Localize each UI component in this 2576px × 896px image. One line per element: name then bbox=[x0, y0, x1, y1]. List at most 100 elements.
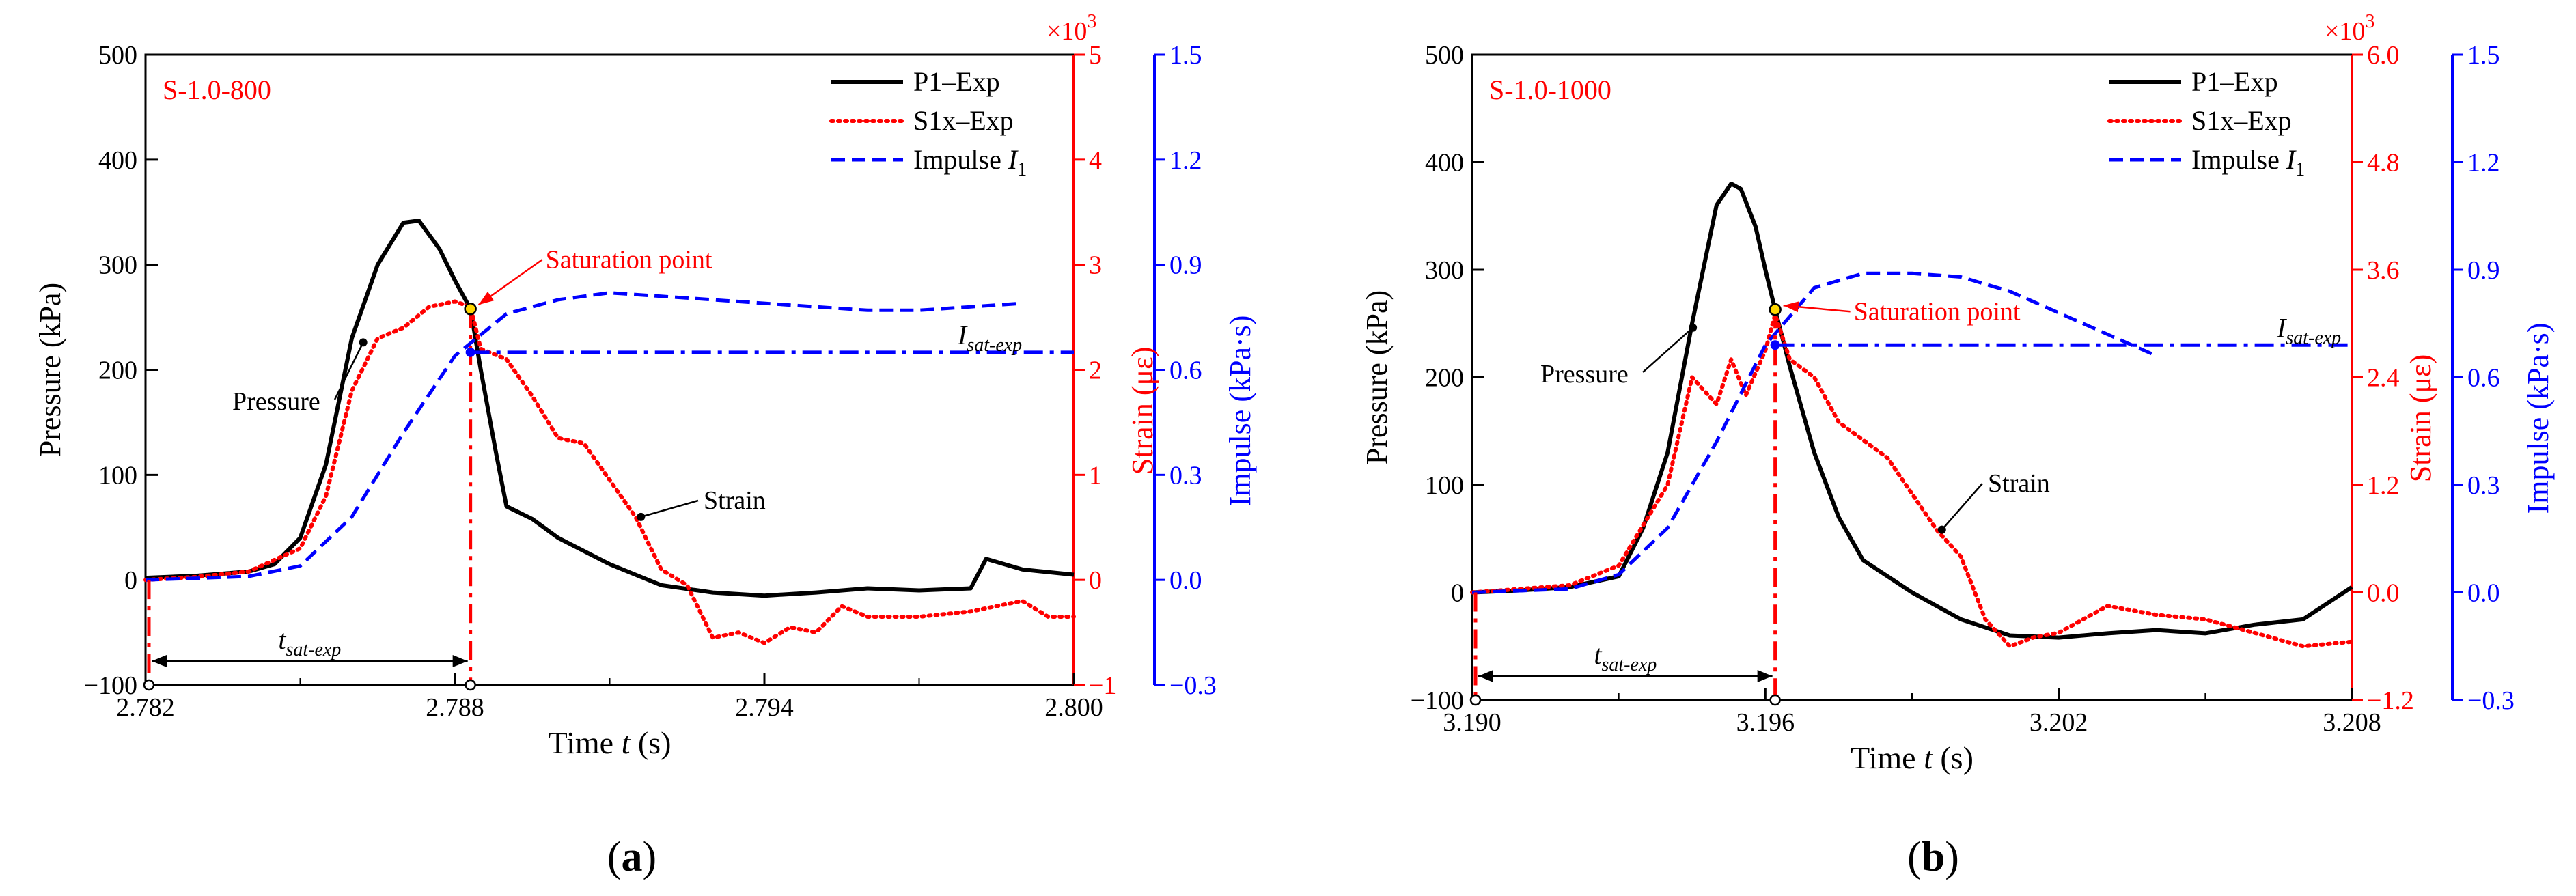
strain-tick-label: 5 bbox=[1089, 41, 1102, 70]
chart-panel-a: 2.782 2.788 2.794 2.800−1000100200300400500… bbox=[33, 11, 1257, 880]
strain-tick-label: 2.4 bbox=[2367, 364, 2400, 393]
axis-marker bbox=[1469, 694, 1482, 706]
sample-label: S-1.0-800 bbox=[163, 74, 271, 105]
impulse-axis-title: Impulse (kPa·s) bbox=[2521, 323, 2555, 514]
saturation-point-marker bbox=[1769, 303, 1782, 316]
t-sat-arrowhead-left bbox=[152, 655, 167, 667]
legend-label-strain: S1x–Exp bbox=[2191, 105, 2292, 136]
legend-label-pressure: P1–Exp bbox=[913, 66, 1000, 97]
saturation-arrowhead bbox=[1783, 301, 1799, 313]
pressure-tick-label: −100 bbox=[84, 671, 137, 700]
i-sat-label: Isat-exp bbox=[2276, 312, 2341, 348]
pressure-tick-label: −100 bbox=[1411, 686, 1464, 715]
pressure-tick-label: 500 bbox=[1425, 41, 1464, 70]
impulse-tick-label: 0.0 bbox=[1169, 566, 1202, 595]
strain-annotation-arrow bbox=[1941, 483, 1983, 531]
strain-tick-label: 4.8 bbox=[2367, 149, 2400, 178]
impulse-axis-title: Impulse (kPa·s) bbox=[1223, 316, 1257, 507]
axis-marker bbox=[465, 679, 476, 691]
impulse-saturation-marker bbox=[465, 347, 475, 357]
pressure-axis-title: Pressure (kPa) bbox=[1360, 290, 1394, 464]
pressure-tick-label: 0 bbox=[1451, 579, 1464, 608]
pressure-tick-label: 500 bbox=[98, 41, 137, 70]
pressure-tick-label: 400 bbox=[1425, 149, 1464, 178]
i-sat-label: Isat-exp bbox=[957, 320, 1022, 356]
pressure-tick-label: 0 bbox=[124, 566, 137, 595]
panel-caption: (b) bbox=[1907, 834, 1959, 880]
pressure-tick-label: 300 bbox=[1425, 256, 1464, 285]
saturation-point-label: Saturation point bbox=[1854, 297, 2021, 326]
strain-multiplier: ×103 bbox=[1047, 11, 1096, 46]
t-sat-arrowhead-right bbox=[452, 655, 468, 667]
strain-tick-label: 6.0 bbox=[2367, 41, 2400, 70]
pressure-tick-label: 200 bbox=[1425, 364, 1464, 393]
pressure-tick-label: 400 bbox=[98, 146, 137, 175]
strain-tick-label: 1 bbox=[1089, 461, 1102, 490]
legend-label-impulse: Impulse I1 bbox=[913, 144, 1027, 180]
impulse-tick-label: 1.5 bbox=[1169, 41, 1202, 70]
x-tick-label: 2.788 bbox=[426, 693, 484, 722]
impulse-tick-label: 1.2 bbox=[1169, 146, 1202, 175]
strain-tick-label: 0.0 bbox=[2367, 579, 2400, 608]
pressure-annotation: Pressure bbox=[232, 387, 320, 416]
strain-arrow-tip bbox=[1937, 525, 1946, 534]
x-tick-label: 2.782 bbox=[116, 693, 175, 722]
impulse-tick-label: −0.3 bbox=[1169, 671, 1217, 700]
series-line-strain bbox=[1470, 312, 2354, 649]
saturation-point-marker bbox=[464, 303, 477, 316]
impulse-saturation-marker bbox=[1770, 340, 1780, 350]
strain-tick-label: 3 bbox=[1089, 251, 1102, 280]
strain-annotation: Strain bbox=[704, 486, 766, 515]
series-line-strain bbox=[143, 299, 1076, 645]
pressure-tick-label: 100 bbox=[98, 461, 137, 490]
strain-axis-title: Strain (με) bbox=[2404, 354, 2437, 482]
legend-label-impulse: Impulse I1 bbox=[2191, 144, 2305, 180]
legend-label-pressure: P1–Exp bbox=[2191, 66, 2278, 97]
pressure-arrow-tip bbox=[359, 338, 368, 347]
impulse-tick-label: −0.3 bbox=[2467, 686, 2515, 715]
series-line-impulse bbox=[145, 291, 1023, 582]
impulse-tick-label: 0.9 bbox=[2467, 256, 2500, 285]
impulse-tick-label: 1.2 bbox=[2467, 149, 2500, 178]
strain-annotation-arrow bbox=[640, 499, 699, 518]
impulse-tick-label: 0.3 bbox=[2467, 471, 2500, 500]
impulse-tick-label: 0.6 bbox=[1169, 356, 1202, 385]
x-axis-title: Time t (s) bbox=[549, 725, 671, 760]
x-tick-label: 3.202 bbox=[2030, 708, 2088, 737]
strain-tick-label: 0 bbox=[1089, 566, 1102, 595]
strain-multiplier: ×103 bbox=[2325, 11, 2374, 46]
pressure-tick-label: 200 bbox=[98, 356, 137, 385]
impulse-tick-label: 0.3 bbox=[1169, 461, 1202, 490]
x-tick-label: 2.800 bbox=[1044, 693, 1103, 722]
strain-tick-label: 4 bbox=[1089, 146, 1102, 175]
pressure-arrow-tip bbox=[1689, 323, 1698, 332]
series-line-impulse bbox=[1471, 271, 2157, 594]
x-axis-title: Time t (s) bbox=[1851, 740, 1973, 775]
x-tick-label: 2.794 bbox=[735, 693, 794, 722]
impulse-tick-label: 1.5 bbox=[2467, 41, 2500, 70]
saturation-point-label: Saturation point bbox=[546, 245, 712, 274]
t-sat-arrowhead-right bbox=[1757, 670, 1773, 682]
impulse-tick-label: 0.9 bbox=[1169, 251, 1202, 280]
sample-label: S-1.0-1000 bbox=[1489, 74, 1611, 105]
pressure-axis-title: Pressure (kPa) bbox=[33, 283, 67, 457]
pressure-annotation-arrow bbox=[1642, 326, 1693, 373]
impulse-tick-label: 0.0 bbox=[2467, 579, 2500, 608]
pressure-tick-label: 300 bbox=[98, 251, 137, 280]
axis-marker bbox=[143, 679, 155, 691]
t-sat-arrowhead-left bbox=[1478, 670, 1493, 682]
strain-tick-label: −1.2 bbox=[2367, 686, 2414, 715]
impulse-tick-label: 0.6 bbox=[2467, 364, 2500, 393]
x-tick-label: 3.196 bbox=[1736, 708, 1795, 737]
strain-tick-label: 3.6 bbox=[2367, 256, 2400, 285]
chart-panel-b: 3.190 3.196 3.202 3.208 −100 0 100 200 300 400 500… bbox=[1360, 11, 2555, 880]
strain-axis-title: Strain (με) bbox=[1126, 347, 1159, 475]
strain-tick-label: 2 bbox=[1089, 356, 1102, 385]
saturation-arrowhead bbox=[478, 292, 495, 305]
x-tick-label: 3.190 bbox=[1443, 708, 1501, 737]
t-sat-label: tsat-exp bbox=[278, 624, 341, 660]
strain-annotation: Strain bbox=[1988, 469, 2050, 498]
pressure-tick-label: 100 bbox=[1425, 471, 1464, 500]
panel-caption: (a) bbox=[607, 834, 656, 880]
